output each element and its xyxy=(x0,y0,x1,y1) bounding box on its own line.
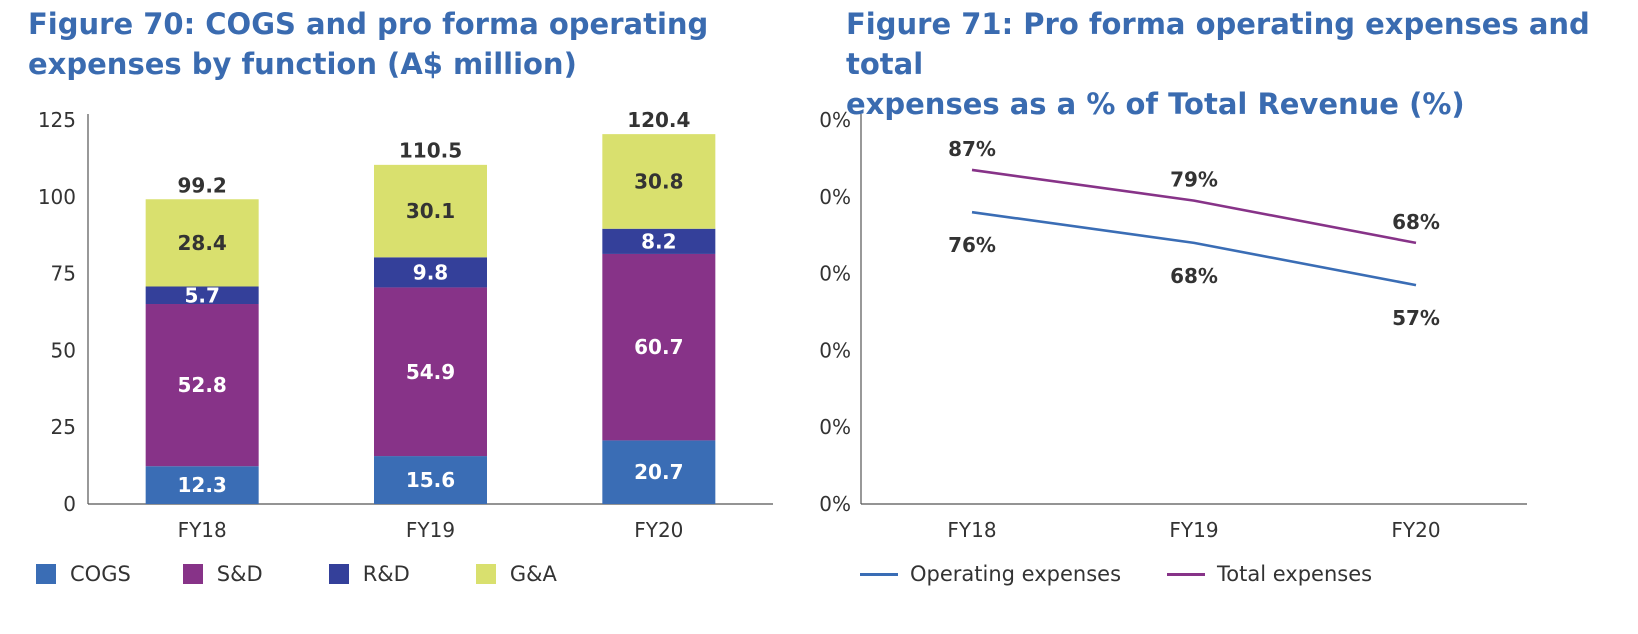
bar-segment-ga xyxy=(145,199,259,287)
x-tick-label: FY18 xyxy=(178,518,227,542)
bar-segment-sd xyxy=(145,304,259,467)
y-tick-label: 75 xyxy=(51,262,76,286)
chart-panel-cogs: Figure 70: COGS and pro forma operating … xyxy=(28,4,798,586)
x-tick-label: FY20 xyxy=(1391,518,1440,542)
series-line-total-expenses xyxy=(971,168,1417,245)
y-tick-label: 50 xyxy=(51,338,76,362)
chart-title: Figure 71: Pro forma operating expenses … xyxy=(846,4,1636,124)
bar-data-label: 5.7 xyxy=(184,283,219,307)
chart-title: Figure 70: COGS and pro forma operating … xyxy=(28,4,798,84)
bar-segment-rd xyxy=(602,228,716,254)
legend-swatch xyxy=(328,564,349,584)
bar-segment-ga xyxy=(374,164,487,258)
bar-data-label: 30.1 xyxy=(406,199,455,223)
y-tick-label: 40% xyxy=(820,338,851,362)
y-tick-label: 0 xyxy=(63,492,76,516)
line-chart: 0% 20% 40% 60% 80% 100% FY18 FY19 FY20 76% 68% 57% 8… xyxy=(820,108,1527,542)
legend-line-swatch xyxy=(1167,572,1206,576)
bar-segment-cogs xyxy=(602,440,716,504)
bar-segment-cogs xyxy=(145,466,259,504)
bar-total-label: 120.4 xyxy=(627,108,690,132)
point-data-label: 68% xyxy=(1392,210,1440,234)
chart-title-line-1: Figure 70: COGS and pro forma operating xyxy=(28,7,709,41)
bar-segment-rd xyxy=(145,286,259,305)
legend-swatch xyxy=(182,564,203,584)
point-data-label: 57% xyxy=(1392,306,1440,330)
bar-segment-rd xyxy=(374,257,487,288)
point-data-label: 79% xyxy=(1170,168,1218,192)
bar-data-label: 54.9 xyxy=(406,360,455,384)
legend-swatch xyxy=(36,564,56,584)
legend-item: G&A xyxy=(475,562,557,586)
legend-label: S&D xyxy=(216,562,263,586)
y-tick-label: 0% xyxy=(820,492,851,516)
chart-title-line-1: Figure 71: Pro forma operating expenses … xyxy=(846,7,1590,81)
legend-label: G&A xyxy=(509,562,557,586)
legend-label: Operating expenses xyxy=(910,562,1122,586)
legend-item: Operating expenses xyxy=(860,562,1121,586)
legend-item: S&D xyxy=(182,562,263,586)
legend-label: COGS xyxy=(70,562,131,586)
series-line-operating-expenses xyxy=(971,210,1417,287)
chart-panel-expense-ratio: Figure 71: Pro forma operating expenses … xyxy=(820,0,1638,634)
y-tick-label: 60% xyxy=(820,262,851,286)
y-tick-label: 100 xyxy=(38,185,76,209)
y-tick-label: 25 xyxy=(51,415,76,439)
legend-label: R&D xyxy=(362,562,410,586)
legend-item: Total expenses xyxy=(1167,562,1372,586)
line-chart-legend: Operating expenses Total expenses xyxy=(860,562,1372,586)
legend-item: R&D xyxy=(328,562,410,586)
bar-data-label: 9.8 xyxy=(413,260,448,284)
bar-total-label: 99.2 xyxy=(177,173,226,197)
x-tick-label: FY18 xyxy=(947,518,996,542)
point-data-label: 87% xyxy=(948,137,996,161)
y-tick-label: 20% xyxy=(820,415,851,439)
y-tick-label: 100% xyxy=(820,108,851,132)
bar-data-label: 52.8 xyxy=(177,373,226,397)
x-tick-label: FY19 xyxy=(1169,518,1218,542)
legend-swatch xyxy=(475,564,496,584)
bar-segment-cogs xyxy=(374,456,487,504)
bar-segment-ga xyxy=(602,134,716,229)
bar-data-label: 12.3 xyxy=(177,473,226,497)
bar-data-label: 30.8 xyxy=(634,169,683,193)
y-tick-label: 125 xyxy=(38,108,76,132)
legend-label: Total expenses xyxy=(1217,562,1373,586)
bar-total-label: 110.5 xyxy=(399,139,462,163)
bar-segment-sd xyxy=(602,253,716,441)
bar-data-label: 8.2 xyxy=(641,229,676,253)
legend-line-swatch xyxy=(860,572,898,576)
bar-segment-sd xyxy=(374,287,487,457)
x-tick-label: FY19 xyxy=(406,518,455,542)
bar-data-label: 15.6 xyxy=(406,468,455,492)
stacked-bar-chart: 0 25 50 75 100 125 FY18 12.3 52.8 5.7 28.4 99.2 FY19… xyxy=(38,108,773,542)
bar-data-label: 20.7 xyxy=(634,460,683,484)
x-tick-label: FY20 xyxy=(634,518,683,542)
point-data-label: 68% xyxy=(1170,264,1218,288)
chart-title-line-2: expenses by function (A$ million) xyxy=(28,47,577,81)
bar-data-label: 60.7 xyxy=(634,335,683,359)
bar-data-label: 28.4 xyxy=(177,231,226,255)
legend-item: COGS xyxy=(36,562,131,586)
point-data-label: 76% xyxy=(948,233,996,257)
y-tick-label: 80% xyxy=(820,185,851,209)
chart-title-line-2: expenses as a % of Total Revenue (%) xyxy=(846,87,1465,121)
bar-chart-legend: COGS S&D R&D G&A xyxy=(36,562,557,586)
